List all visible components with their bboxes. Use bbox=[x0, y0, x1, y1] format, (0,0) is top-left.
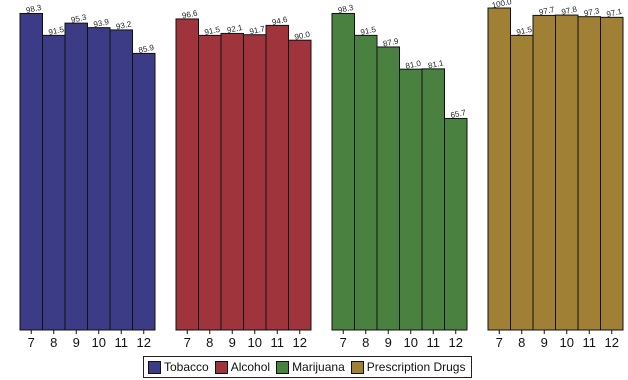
x-tick-label-alcohol-9: 9 bbox=[229, 335, 236, 350]
data-label-marijuana-9: 87.9 bbox=[382, 36, 400, 48]
data-label-prescription-drugs-7: 100.0 bbox=[491, 0, 513, 10]
panel-marijuana: 98.3 7 91.5 8 87.9 9 81.0 10 81.1 11 65.7 12 bbox=[331, 3, 468, 350]
data-label-alcohol-9: 92.1 bbox=[226, 23, 244, 35]
x-tick-label-prescription-drugs-11: 11 bbox=[583, 335, 597, 350]
x-tick-label-tobacco-8: 8 bbox=[50, 335, 57, 350]
x-tick-label-tobacco-12: 12 bbox=[137, 335, 151, 350]
legend-swatch-prescription-drugs bbox=[350, 360, 364, 374]
data-label-prescription-drugs-8: 91.5 bbox=[516, 25, 534, 37]
x-tick-label-marijuana-12: 12 bbox=[449, 335, 463, 350]
bar-prescription-drugs-10 bbox=[555, 14, 579, 331]
bar-alcohol-11 bbox=[265, 24, 289, 331]
legend-item-marijuana: Marijuana bbox=[276, 360, 345, 374]
bar-chart: 98.3791.5895.3993.91093.21185.91296.6791… bbox=[19, 0, 624, 350]
x-tick-label-prescription-drugs-10: 10 bbox=[560, 335, 574, 350]
legend-label-marijuana: Marijuana bbox=[292, 360, 345, 374]
panel-prescription-drugs: 100.0 7 91.5 8 97.7 9 97.8 10 97.3 11 97.1 12 bbox=[487, 0, 624, 350]
data-label-alcohol-12: 90.0 bbox=[294, 30, 312, 42]
data-label-tobacco-12: 85.9 bbox=[138, 43, 156, 55]
x-tick-label-marijuana-9: 9 bbox=[385, 335, 392, 350]
x-tick-label-marijuana-10: 10 bbox=[404, 335, 418, 350]
panel-alcohol: 96.6 7 91.5 8 92.1 9 91.7 10 94.6 11 90.0 12 bbox=[175, 8, 312, 350]
x-tick-label-tobacco-7: 7 bbox=[28, 335, 35, 350]
x-tick-label-marijuana-11: 11 bbox=[427, 335, 441, 350]
data-label-marijuana-11: 81.1 bbox=[427, 58, 445, 70]
bar-tobacco-7 bbox=[19, 12, 43, 331]
x-tick-label-marijuana-8: 8 bbox=[362, 335, 369, 350]
legend-swatch-marijuana bbox=[276, 360, 290, 374]
bar-tobacco-8 bbox=[42, 34, 66, 331]
bar-tobacco-12 bbox=[132, 52, 156, 331]
data-label-alcohol-8: 91.5 bbox=[204, 25, 222, 37]
bar-alcohol-10 bbox=[243, 34, 267, 331]
x-tick-label-alcohol-11: 11 bbox=[271, 335, 285, 350]
legend-swatch-tobacco bbox=[148, 360, 161, 374]
bar-marijuana-12 bbox=[444, 117, 468, 331]
x-tick-label-marijuana-7: 7 bbox=[340, 335, 347, 350]
bar-alcohol-12 bbox=[288, 39, 312, 331]
x-tick-label-alcohol-10: 10 bbox=[248, 335, 262, 350]
bar-marijuana-11 bbox=[421, 68, 445, 331]
data-label-marijuana-8: 91.5 bbox=[360, 25, 378, 37]
data-label-prescription-drugs-12: 97.1 bbox=[606, 7, 624, 19]
legend-item-tobacco: Tobacco bbox=[148, 360, 209, 374]
x-tick-label-prescription-drugs-7: 7 bbox=[496, 335, 503, 350]
bar-alcohol-7 bbox=[175, 18, 199, 331]
data-label-prescription-drugs-9: 97.7 bbox=[538, 5, 556, 17]
data-label-alcohol-11: 94.6 bbox=[271, 15, 289, 27]
bar-tobacco-11 bbox=[109, 29, 133, 331]
data-label-prescription-drugs-10: 97.8 bbox=[561, 5, 579, 17]
bar-tobacco-10 bbox=[87, 27, 111, 331]
x-tick-label-prescription-drugs-12: 12 bbox=[605, 335, 619, 350]
legend: Tobacco Alcohol Marijuana Prescription D… bbox=[143, 356, 473, 378]
bar-marijuana-7 bbox=[331, 12, 355, 331]
data-label-tobacco-7: 98.3 bbox=[25, 3, 43, 15]
bar-marijuana-8 bbox=[354, 34, 378, 331]
bar-prescription-drugs-8 bbox=[510, 34, 534, 331]
legend-label-prescription-drugs: Prescription Drugs bbox=[366, 360, 466, 374]
data-label-tobacco-10: 93.9 bbox=[93, 17, 111, 29]
legend-swatch-alcohol bbox=[214, 360, 228, 374]
data-label-marijuana-10: 81.0 bbox=[405, 59, 423, 71]
panel-tobacco: 98.3 7 91.5 8 95.3 9 93.9 10 93.2 11 85.9 12 bbox=[19, 3, 156, 350]
x-tick-label-alcohol-12: 12 bbox=[293, 335, 307, 350]
data-label-prescription-drugs-11: 97.3 bbox=[583, 6, 601, 18]
data-label-alcohol-7: 96.6 bbox=[181, 8, 199, 20]
data-label-tobacco-9: 95.3 bbox=[70, 13, 88, 25]
x-tick-label-prescription-drugs-9: 9 bbox=[541, 335, 548, 350]
x-tick-label-alcohol-7: 7 bbox=[184, 335, 191, 350]
data-label-alcohol-10: 91.7 bbox=[249, 24, 267, 36]
legend-item-prescription-drugs: Prescription Drugs bbox=[350, 360, 466, 374]
bar-marijuana-10 bbox=[399, 68, 423, 331]
x-tick-label-tobacco-10: 10 bbox=[92, 335, 106, 350]
bar-prescription-drugs-11 bbox=[577, 16, 601, 331]
legend-label-alcohol: Alcohol bbox=[230, 360, 271, 374]
x-tick-label-tobacco-9: 9 bbox=[73, 335, 80, 350]
x-tick-label-tobacco-11: 11 bbox=[115, 335, 129, 350]
x-tick-label-alcohol-8: 8 bbox=[206, 335, 213, 350]
bar-tobacco-9 bbox=[64, 22, 88, 331]
data-label-tobacco-11: 93.2 bbox=[115, 19, 133, 31]
bar-alcohol-9 bbox=[220, 32, 244, 331]
legend-label-tobacco: Tobacco bbox=[164, 360, 209, 374]
bar-prescription-drugs-9 bbox=[532, 14, 556, 331]
x-tick-label-prescription-drugs-8: 8 bbox=[518, 335, 525, 350]
bar-prescription-drugs-7 bbox=[487, 7, 511, 331]
data-label-marijuana-7: 98.3 bbox=[337, 3, 355, 15]
bar-alcohol-8 bbox=[198, 34, 222, 331]
data-label-tobacco-8: 91.5 bbox=[48, 25, 66, 37]
legend-item-alcohol: Alcohol bbox=[214, 360, 271, 374]
data-label-marijuana-12: 65.7 bbox=[450, 108, 468, 120]
bar-marijuana-9 bbox=[376, 46, 400, 331]
bar-prescription-drugs-12 bbox=[600, 16, 624, 331]
